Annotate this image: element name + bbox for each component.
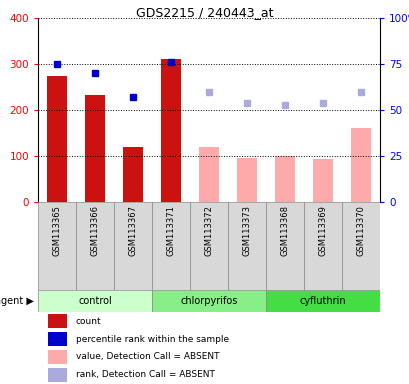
Bar	[341, 202, 379, 290]
Text: value, Detection Call = ABSENT: value, Detection Call = ABSENT	[75, 353, 218, 361]
Bar	[48, 314, 67, 328]
Bar	[350, 128, 371, 202]
Bar	[38, 290, 152, 312]
Bar	[152, 290, 265, 312]
Text: rank, Detection Call = ABSENT: rank, Detection Call = ABSENT	[75, 371, 214, 379]
Bar	[303, 202, 341, 290]
Bar	[227, 202, 265, 290]
Text: GSM113366: GSM113366	[90, 205, 99, 256]
Bar	[265, 202, 303, 290]
Text: count: count	[75, 316, 101, 326]
Bar	[48, 368, 67, 382]
Bar	[48, 332, 67, 346]
Bar	[122, 147, 143, 202]
Bar	[160, 60, 181, 202]
Text: agent ▶: agent ▶	[0, 296, 34, 306]
Text: control: control	[78, 296, 112, 306]
Bar	[236, 158, 257, 202]
Text: GSM113371: GSM113371	[166, 205, 175, 255]
Text: GSM113365: GSM113365	[52, 205, 61, 255]
Bar	[38, 202, 76, 290]
Text: GSM113370: GSM113370	[356, 205, 364, 255]
Bar	[198, 147, 219, 202]
Text: GSM113369: GSM113369	[318, 205, 327, 255]
Text: cyfluthrin: cyfluthrin	[299, 296, 346, 306]
Text: GDS2215 / 240443_at: GDS2215 / 240443_at	[136, 6, 273, 19]
Text: GSM113372: GSM113372	[204, 205, 213, 255]
Text: GSM113373: GSM113373	[242, 205, 251, 256]
Text: GSM113368: GSM113368	[280, 205, 289, 256]
Bar	[152, 202, 189, 290]
Bar	[189, 202, 227, 290]
Bar	[114, 202, 152, 290]
Bar	[47, 76, 67, 202]
Bar	[84, 95, 105, 202]
Bar	[76, 202, 114, 290]
Text: chlorpyrifos: chlorpyrifos	[180, 296, 237, 306]
Bar	[265, 290, 379, 312]
Text: percentile rank within the sample: percentile rank within the sample	[75, 334, 228, 344]
Bar	[48, 350, 67, 364]
Text: GSM113367: GSM113367	[128, 205, 137, 256]
Bar	[274, 156, 295, 202]
Bar	[312, 159, 333, 202]
